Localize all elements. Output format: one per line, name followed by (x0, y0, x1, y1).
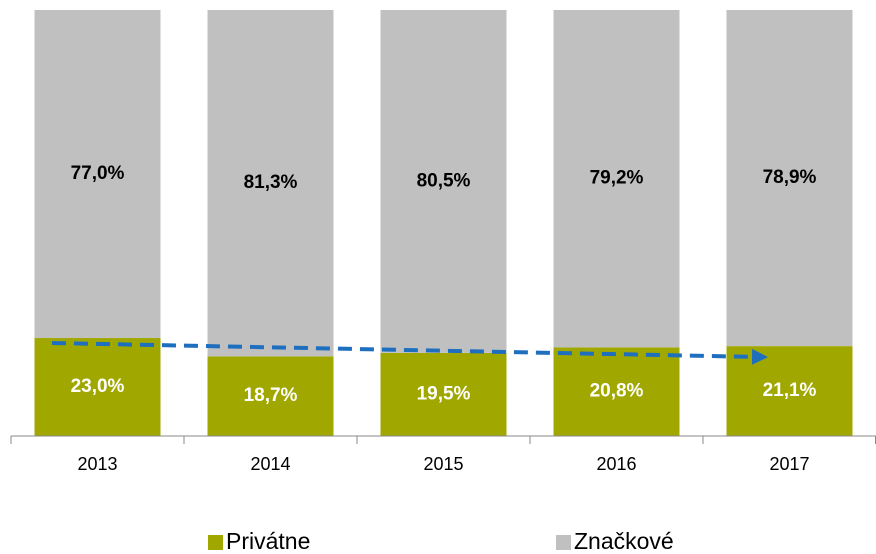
bar-segment (553, 347, 680, 436)
data-label: 79,2% (590, 168, 644, 189)
x-tick-label: 2017 (769, 454, 809, 474)
bar-segment (34, 338, 161, 436)
data-label: 80,5% (417, 170, 471, 191)
x-tick-label: 2015 (423, 454, 463, 474)
bar-segment (380, 352, 507, 436)
bar-segment (207, 356, 334, 436)
legend-swatch (208, 535, 223, 550)
plot (34, 10, 853, 436)
data-label: 19,5% (417, 383, 471, 404)
x-tick-label: 2016 (596, 454, 636, 474)
labels: 23,0% 77,0% 2013 18,7% 81,3% 2014 19,5% 80,5% 20… (10, 163, 876, 554)
bar-segment (207, 10, 334, 357)
legend-swatch (556, 535, 571, 550)
legend-label: Privátne (226, 528, 310, 554)
data-label: 77,0% (71, 163, 125, 184)
trend-arrow (51, 341, 768, 365)
data-label: 78,9% (763, 167, 817, 188)
bar-segment (34, 10, 161, 339)
data-label: 20,8% (590, 381, 644, 402)
data-label: 18,7% (244, 385, 298, 406)
legend-label: Značkové (574, 528, 674, 554)
bar-segment (726, 10, 853, 347)
bar-segment (726, 346, 853, 436)
data-label: 23,0% (71, 376, 125, 397)
bar-segment (553, 10, 680, 348)
x-tick-label: 2013 (77, 454, 117, 474)
x-tick-label: 2014 (250, 454, 290, 474)
bar-segment (380, 10, 507, 353)
data-label: 21,1% (763, 380, 817, 401)
data-label: 81,3% (244, 172, 298, 193)
